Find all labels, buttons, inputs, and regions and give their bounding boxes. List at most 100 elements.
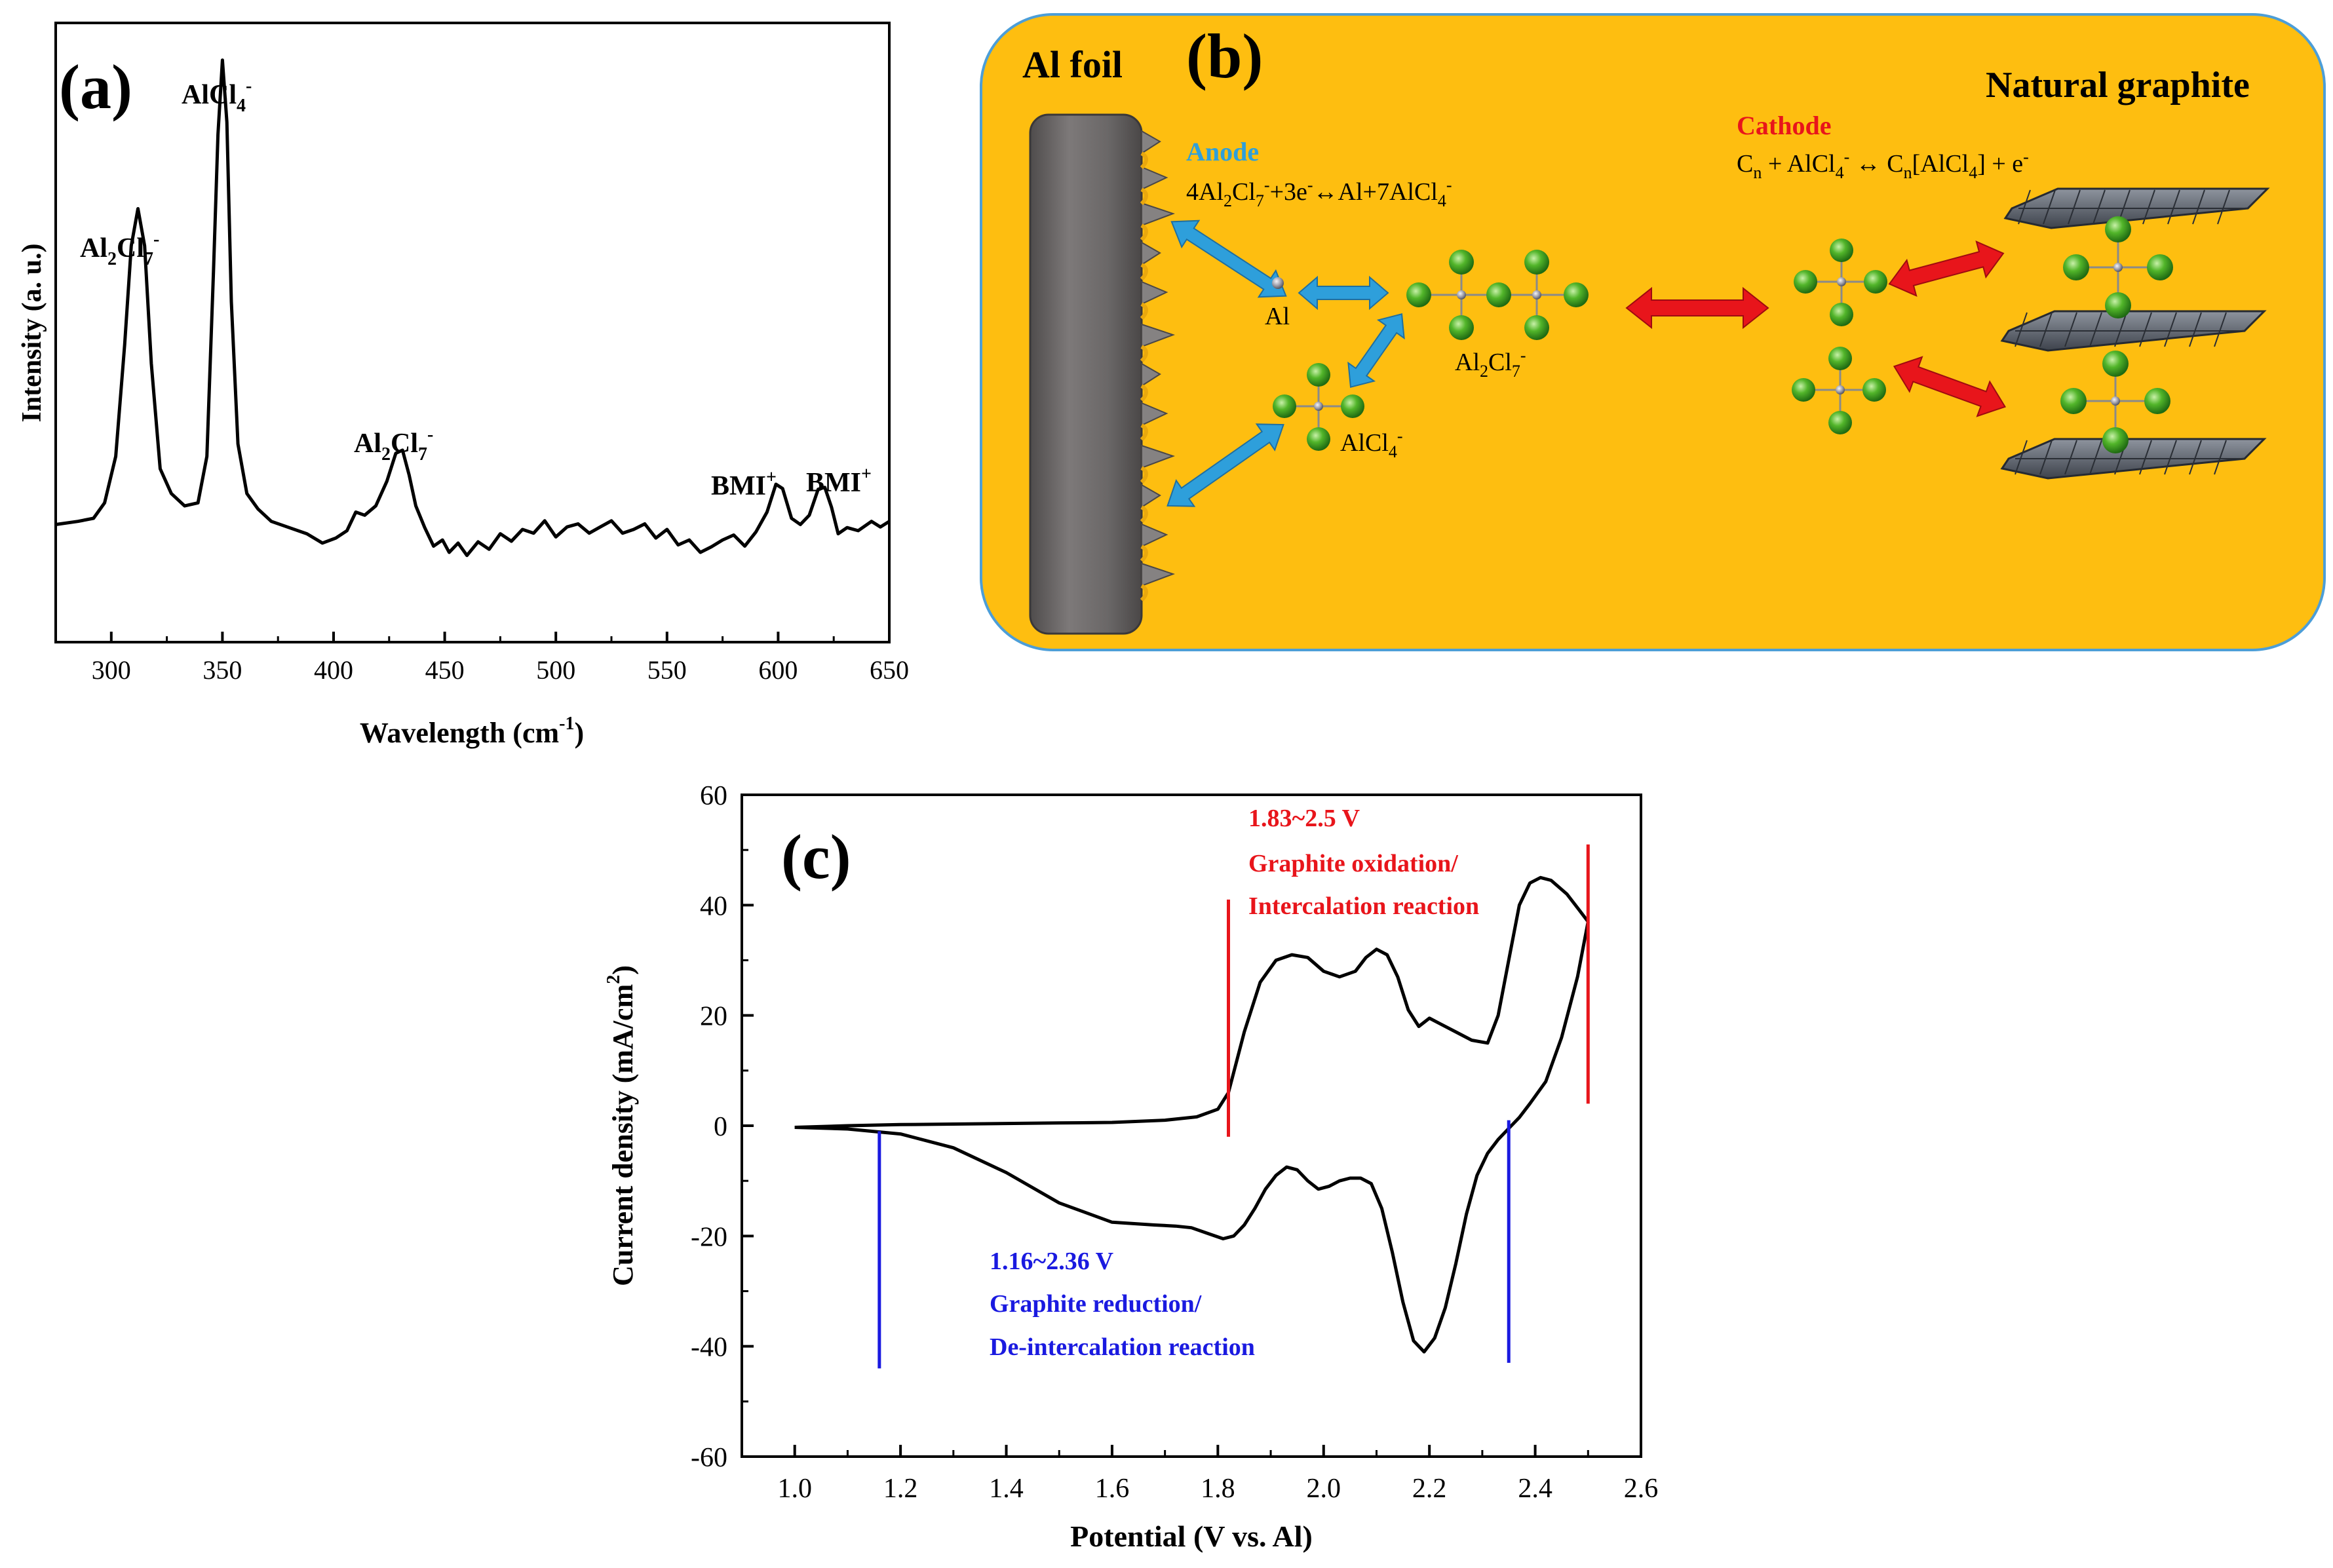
cl-atom [1828, 347, 1852, 370]
panel-c-label: (c) [781, 822, 851, 892]
graphite-hex-edge [2015, 312, 2028, 347]
cathode-eq-part1: C [1737, 150, 1753, 178]
panel-a-x-axis-title-main: Wavelength (cm [360, 717, 559, 749]
graphite-hex-edge [2092, 189, 2106, 225]
peak-label-sub: 2 [107, 249, 117, 269]
blue-arrow-al-al2cl7 [1298, 275, 1389, 311]
cl-atom [1449, 315, 1474, 340]
dendrite [1141, 130, 1161, 155]
cl-atom [1864, 270, 1887, 294]
panel-a-y-axis-title: Intensity (a. u.) [17, 243, 47, 422]
graphite-hex-edge [2015, 440, 2028, 475]
cathode-eq-part5: ] + e [1977, 150, 2023, 178]
dendrite [1141, 562, 1175, 587]
panel-a-peak-labels: Al2Cl7-AlCl4-Al2Cl7-BMI+ BMI+ [80, 76, 872, 501]
cl-atom [1862, 378, 1886, 402]
peak-label: BMI+ [711, 467, 777, 501]
graphite-hex-edge [2114, 312, 2127, 347]
oxidation-description-line1: Graphite oxidation/ [1248, 850, 1458, 877]
x-tick-label: 2.4 [1518, 1474, 1552, 1504]
peak-label-part: AlCl [182, 80, 237, 110]
cl-atom [1524, 315, 1549, 340]
dendrite-edge [1140, 151, 1148, 170]
x-tick-label: 1.2 [883, 1474, 918, 1504]
graphite-sheet [2003, 187, 2270, 229]
x-tick-label: 650 [870, 655, 909, 685]
peak-label-part: Al [354, 429, 381, 459]
panel-c-y-axis-title-sup: 2 [604, 975, 624, 984]
alcl4-molecule [1273, 363, 1364, 451]
al2cl7-label: Al2Cl7- [1455, 346, 1526, 381]
cl-atom [2144, 388, 2170, 414]
peak-label-sub: 7 [144, 249, 153, 269]
panel-b-label: (b) [1186, 21, 1263, 91]
dendrite-edge [1140, 584, 1148, 602]
x-tick-label: 550 [647, 655, 687, 685]
cathode-arrows [1625, 240, 2007, 417]
al-atom [1837, 277, 1846, 286]
panel-a-frame [54, 22, 891, 643]
x-tick-label: 600 [758, 655, 798, 685]
anode-eq-part2: Cl [1232, 178, 1256, 206]
peak-label-part: BMI [711, 471, 766, 501]
blue-arrow-foil-al [1170, 220, 1287, 298]
x-tick-label: 2.6 [1624, 1474, 1659, 1504]
graphite-hex-edge [2068, 189, 2081, 225]
graphite-hex-edge [2139, 440, 2152, 475]
x-tick-label: 500 [536, 655, 575, 685]
cl-atom [1341, 394, 1364, 418]
peak-label-sup: - [427, 425, 433, 445]
cathode-eq-sub2: 4 [1836, 163, 1844, 182]
graphite-hex-edge [2064, 440, 2077, 475]
al-atom [2113, 263, 2123, 272]
dendrite [1141, 166, 1168, 191]
cl-atom [1830, 303, 1853, 326]
panel-a: (a) 300 350 400 450 500 550 600 650 Al2Cl7-AlCl… [17, 22, 909, 749]
x-tick-label: 2.2 [1412, 1474, 1447, 1504]
anode-eq-part1: 4Al [1186, 178, 1224, 206]
graphite-hex-edge [2039, 312, 2053, 347]
dendrite [1141, 323, 1175, 348]
graphite-hex-edge [2189, 312, 2202, 347]
x-tick-label: 350 [202, 655, 242, 685]
al-atom [1314, 402, 1323, 411]
dendrite [1141, 523, 1168, 548]
anode-equation: 4Al2Cl7-+3e-↔Al+7AlCl4- [1186, 176, 1452, 210]
alcl4-molecule-cathode-lower [1792, 347, 1886, 434]
graphite-hex-edge [2189, 440, 2202, 475]
dendrite-edge [1140, 384, 1148, 402]
al-atom [1272, 277, 1284, 289]
x-tick-label: 300 [92, 655, 131, 685]
natural-graphite-title: Natural graphite [1986, 65, 2250, 105]
al2cl7-label-s1: 2 [1480, 362, 1488, 381]
graphite-sheet [2000, 310, 2267, 352]
cl-atom [1524, 250, 1549, 275]
peak-label-sup: - [246, 76, 252, 96]
reduction-description-line1: Graphite reduction/ [990, 1290, 1202, 1318]
al-atom [1457, 290, 1466, 299]
y-tick-label: -40 [691, 1333, 727, 1363]
al-atom [1836, 385, 1845, 394]
graphite-layers [2000, 187, 2270, 480]
x-tick-label: 400 [314, 655, 353, 685]
x-tick-label: 1.0 [777, 1474, 812, 1504]
cl-atom [1486, 282, 1511, 307]
cl-atom [1406, 282, 1431, 307]
peak-label: BMI+ [806, 464, 872, 498]
graphite-hex-edge [2142, 189, 2155, 225]
cv-forward-scan-line [794, 875, 1590, 1129]
y-tick-label: -20 [691, 1222, 727, 1252]
cathode-eq-sub1: n [1753, 163, 1762, 182]
intercalated-alcl4-upper [2063, 216, 2173, 318]
peak-label-part: Cl [391, 429, 418, 459]
dendrite [1141, 280, 1168, 305]
cathode-eq-part4: [AlCl [1912, 150, 1969, 178]
cl-atom [1273, 394, 1296, 418]
oxidation-description-line2: Intercalation reaction [1248, 892, 1479, 920]
dendrite-edge [1140, 545, 1148, 563]
x-tick-label: 1.8 [1201, 1474, 1235, 1504]
aluminum-foil-body [1029, 113, 1143, 635]
graphite-hex-edge [2089, 440, 2102, 475]
oxidation-range-label: 1.83~2.5 V [1248, 805, 1360, 832]
